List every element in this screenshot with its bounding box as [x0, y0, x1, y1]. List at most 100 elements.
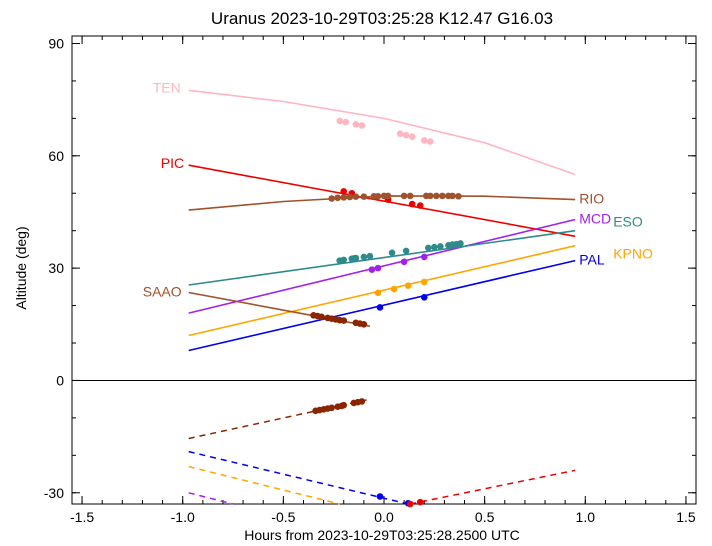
data-point: [366, 252, 374, 260]
x-axis-label: Hours from 2023-10-29T03:25:28.2500 UTC: [244, 527, 519, 543]
y-tick-label: 0: [56, 372, 64, 388]
data-point: [408, 133, 416, 141]
data-point: [336, 117, 344, 125]
data-point: [340, 256, 348, 264]
data-point: [376, 304, 384, 311]
series-line: [188, 229, 576, 286]
data-point: [424, 244, 432, 252]
series-dashed-line: [188, 465, 340, 505]
data-point: [340, 188, 348, 195]
series-dashed-line: [188, 450, 409, 505]
series-mcd: [188, 218, 576, 505]
data-point: [402, 247, 410, 255]
data-point: [437, 243, 444, 250]
data-point: [352, 254, 360, 262]
data-point: [360, 253, 368, 261]
y-tick-label: 60: [48, 148, 64, 164]
data-point: [431, 243, 438, 251]
data-point: [400, 192, 408, 200]
data-point: [416, 498, 424, 506]
series-label-rio: RIO: [579, 191, 604, 207]
series-line: [188, 244, 576, 337]
data-point: [439, 192, 446, 200]
data-point: [420, 253, 428, 261]
series-line: [188, 89, 576, 176]
data-point: [388, 249, 396, 257]
data-point: [408, 200, 416, 208]
data-point: [406, 500, 414, 508]
series-saao: [188, 291, 371, 440]
data-point: [328, 195, 335, 202]
series-label-pic: PIC: [161, 155, 184, 171]
data-point: [426, 138, 434, 145]
data-point: [406, 192, 414, 200]
series-rio: [188, 192, 576, 211]
data-point: [374, 289, 382, 297]
data-point: [420, 278, 428, 286]
data-point: [402, 131, 410, 139]
series-dashed-line: [410, 469, 576, 505]
data-point: [384, 192, 392, 200]
data-point: [404, 282, 412, 290]
series-dashed-line: [188, 492, 234, 505]
series-line: [188, 218, 576, 314]
data-point: [374, 192, 382, 200]
series-label-pal: PAL: [579, 252, 605, 268]
series-label-mcd: MCD: [579, 210, 611, 226]
series-label-ten: TEN: [153, 79, 181, 95]
series-label-kpno: KPNO: [613, 246, 653, 262]
data-point: [420, 294, 428, 301]
data-point: [358, 122, 366, 129]
data-point: [346, 193, 354, 201]
data-point: [376, 493, 384, 500]
series-eso: [188, 229, 576, 286]
y-tick-label: 90: [48, 35, 64, 51]
x-tick-label: -0.5: [271, 509, 295, 525]
x-tick-label: 1.0: [576, 509, 596, 525]
series-pic_below: [406, 469, 576, 508]
data-point: [340, 317, 348, 324]
data-point: [416, 202, 424, 209]
data-point: [328, 404, 335, 412]
y-tick-label: -30: [44, 485, 64, 501]
x-tick-label: 1.5: [676, 509, 696, 525]
data-point: [455, 192, 462, 200]
data-point: [433, 192, 440, 200]
data-point: [420, 137, 428, 144]
data-point: [360, 193, 368, 200]
data-point: [390, 285, 398, 293]
series-kpno: [188, 244, 576, 505]
plot-frame: [71, 35, 697, 505]
series-label-saao: SAAO: [143, 283, 182, 299]
series-line: [188, 164, 576, 238]
data-point: [374, 264, 382, 272]
series-ten: [188, 89, 576, 176]
chart-title: Uranus 2023-10-29T03:25:28 K12.47 G16.03: [211, 9, 553, 28]
series-label-eso: ESO: [613, 214, 643, 230]
data-point: [426, 192, 434, 200]
data-point: [457, 240, 464, 247]
data-point: [368, 266, 376, 273]
series-pic: [188, 164, 576, 238]
x-tick-label: 0.5: [475, 509, 495, 525]
data-point: [340, 401, 348, 409]
series-layer: [188, 89, 576, 508]
data-point: [449, 192, 456, 200]
data-point: [360, 320, 368, 328]
series-labels: TEN PIC RIO MCD ESO KPNO PAL SAAO: [143, 79, 653, 299]
axes: -1.5 -1.0 -0.5 0.0 0.5 1.0 1.5 -30 0 30 60 90: [44, 35, 696, 525]
x-tick-label: -1.0: [171, 509, 195, 525]
data-point: [340, 194, 348, 201]
series-pal: [188, 259, 576, 507]
x-tick-label: -1.5: [70, 509, 94, 525]
x-tick-label: 0.0: [374, 509, 394, 525]
data-point: [334, 194, 342, 202]
data-point: [358, 398, 366, 405]
data-point: [318, 313, 325, 321]
data-point: [352, 121, 360, 128]
y-axis-label: Altitude (deg): [13, 226, 29, 309]
data-point: [352, 193, 360, 200]
y-tick-label: 30: [48, 260, 64, 276]
data-point: [396, 130, 404, 138]
